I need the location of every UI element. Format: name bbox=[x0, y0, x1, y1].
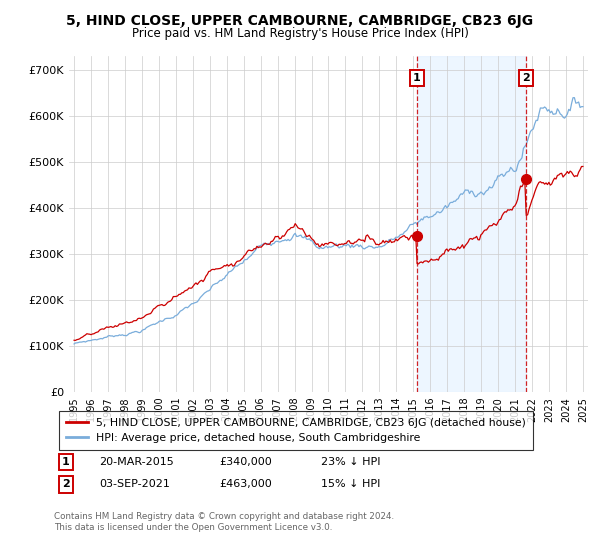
Text: Price paid vs. HM Land Registry's House Price Index (HPI): Price paid vs. HM Land Registry's House … bbox=[131, 27, 469, 40]
Text: Contains HM Land Registry data © Crown copyright and database right 2024.
This d: Contains HM Land Registry data © Crown c… bbox=[54, 512, 394, 532]
Text: 15% ↓ HPI: 15% ↓ HPI bbox=[321, 479, 380, 489]
Text: 1: 1 bbox=[413, 73, 421, 83]
Text: 23% ↓ HPI: 23% ↓ HPI bbox=[321, 457, 380, 467]
Text: 2: 2 bbox=[62, 479, 70, 489]
Bar bbox=[417, 56, 526, 392]
Text: 1: 1 bbox=[62, 457, 70, 467]
Text: £463,000: £463,000 bbox=[219, 479, 272, 489]
Legend: 5, HIND CLOSE, UPPER CAMBOURNE, CAMBRIDGE, CB23 6JG (detached house), HPI: Avera: 5, HIND CLOSE, UPPER CAMBOURNE, CAMBRIDG… bbox=[59, 412, 533, 450]
Text: £340,000: £340,000 bbox=[219, 457, 272, 467]
Text: 5, HIND CLOSE, UPPER CAMBOURNE, CAMBRIDGE, CB23 6JG: 5, HIND CLOSE, UPPER CAMBOURNE, CAMBRIDG… bbox=[67, 14, 533, 28]
Text: 20-MAR-2015: 20-MAR-2015 bbox=[99, 457, 174, 467]
Text: 03-SEP-2021: 03-SEP-2021 bbox=[99, 479, 170, 489]
Text: 2: 2 bbox=[523, 73, 530, 83]
